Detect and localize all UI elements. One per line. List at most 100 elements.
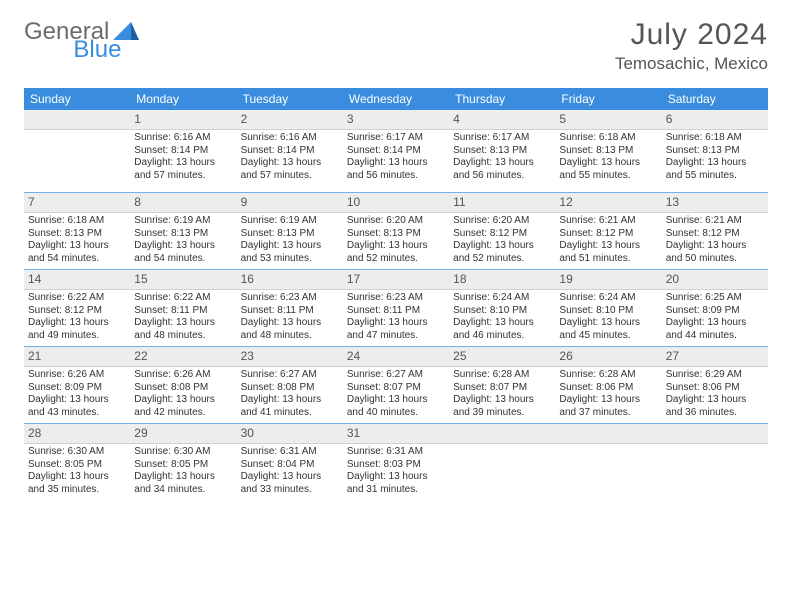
day-body: Sunrise: 6:22 AMSunset: 8:11 PMDaylight:… — [130, 290, 236, 346]
day-body: Sunrise: 6:30 AMSunset: 8:05 PMDaylight:… — [24, 444, 130, 500]
day-number: 21 — [24, 347, 130, 367]
sunset-line: Sunset: 8:12 PM — [28, 305, 126, 318]
day-body: Sunrise: 6:21 AMSunset: 8:12 PMDaylight:… — [555, 213, 661, 269]
day-header-row: SundayMondayTuesdayWednesdayThursdayFrid… — [24, 88, 768, 110]
day-header: Saturday — [662, 88, 768, 110]
sunset-line: Sunset: 8:12 PM — [559, 228, 657, 241]
day-header: Friday — [555, 88, 661, 110]
daylight-line: Daylight: 13 hours and 44 minutes. — [666, 317, 764, 342]
daylight-line: Daylight: 13 hours and 39 minutes. — [453, 394, 551, 419]
daylight-line: Daylight: 13 hours and 48 minutes. — [134, 317, 232, 342]
calendar-cell: 26Sunrise: 6:28 AMSunset: 8:06 PMDayligh… — [555, 347, 661, 423]
day-number: 4 — [449, 110, 555, 130]
sunrise-line: Sunrise: 6:24 AM — [453, 292, 551, 305]
daylight-line: Daylight: 13 hours and 54 minutes. — [28, 240, 126, 265]
calendar-cell: 1Sunrise: 6:16 AMSunset: 8:14 PMDaylight… — [130, 110, 236, 192]
sunrise-line: Sunrise: 6:26 AM — [28, 369, 126, 382]
day-body — [24, 130, 130, 192]
calendar-cell: 24Sunrise: 6:27 AMSunset: 8:07 PMDayligh… — [343, 347, 449, 423]
day-body — [555, 444, 661, 506]
calendar-cell — [555, 424, 661, 506]
sunset-line: Sunset: 8:07 PM — [453, 382, 551, 395]
sunset-line: Sunset: 8:14 PM — [347, 145, 445, 158]
day-body: Sunrise: 6:27 AMSunset: 8:08 PMDaylight:… — [237, 367, 343, 423]
sunset-line: Sunset: 8:13 PM — [28, 228, 126, 241]
logo-text-blue: Blue — [73, 36, 121, 64]
header: General Blue July 2024 Temosachic, Mexic… — [24, 18, 768, 74]
calendar-cell: 3Sunrise: 6:17 AMSunset: 8:14 PMDaylight… — [343, 110, 449, 192]
sunset-line: Sunset: 8:04 PM — [241, 459, 339, 472]
daylight-line: Daylight: 13 hours and 49 minutes. — [28, 317, 126, 342]
sunset-line: Sunset: 8:13 PM — [134, 228, 232, 241]
day-body — [449, 444, 555, 506]
calendar-cell: 4Sunrise: 6:17 AMSunset: 8:13 PMDaylight… — [449, 110, 555, 192]
sunrise-line: Sunrise: 6:21 AM — [666, 215, 764, 228]
day-number: 12 — [555, 193, 661, 213]
calendar-cell — [662, 424, 768, 506]
calendar-cell: 8Sunrise: 6:19 AMSunset: 8:13 PMDaylight… — [130, 193, 236, 269]
calendar-cell: 16Sunrise: 6:23 AMSunset: 8:11 PMDayligh… — [237, 270, 343, 346]
calendar-cell: 21Sunrise: 6:26 AMSunset: 8:09 PMDayligh… — [24, 347, 130, 423]
day-body: Sunrise: 6:29 AMSunset: 8:06 PMDaylight:… — [662, 367, 768, 423]
day-number: 23 — [237, 347, 343, 367]
sunrise-line: Sunrise: 6:17 AM — [347, 132, 445, 145]
day-body: Sunrise: 6:26 AMSunset: 8:08 PMDaylight:… — [130, 367, 236, 423]
day-number: 28 — [24, 424, 130, 444]
daylight-line: Daylight: 13 hours and 35 minutes. — [28, 471, 126, 496]
sunset-line: Sunset: 8:13 PM — [241, 228, 339, 241]
logo: General Blue — [24, 18, 191, 46]
day-number: 17 — [343, 270, 449, 290]
day-body: Sunrise: 6:27 AMSunset: 8:07 PMDaylight:… — [343, 367, 449, 423]
calendar-week: 21Sunrise: 6:26 AMSunset: 8:09 PMDayligh… — [24, 347, 768, 423]
sunrise-line: Sunrise: 6:30 AM — [28, 446, 126, 459]
calendar-week: 28Sunrise: 6:30 AMSunset: 8:05 PMDayligh… — [24, 424, 768, 506]
calendar-cell: 10Sunrise: 6:20 AMSunset: 8:13 PMDayligh… — [343, 193, 449, 269]
daylight-line: Daylight: 13 hours and 57 minutes. — [134, 157, 232, 182]
day-number: 22 — [130, 347, 236, 367]
daylight-line: Daylight: 13 hours and 31 minutes. — [347, 471, 445, 496]
sunrise-line: Sunrise: 6:30 AM — [134, 446, 232, 459]
location: Temosachic, Mexico — [615, 54, 768, 74]
daylight-line: Daylight: 13 hours and 42 minutes. — [134, 394, 232, 419]
day-body: Sunrise: 6:28 AMSunset: 8:06 PMDaylight:… — [555, 367, 661, 423]
sunrise-line: Sunrise: 6:25 AM — [666, 292, 764, 305]
sunset-line: Sunset: 8:11 PM — [134, 305, 232, 318]
calendar-cell: 25Sunrise: 6:28 AMSunset: 8:07 PMDayligh… — [449, 347, 555, 423]
week-separator — [24, 192, 768, 193]
sunrise-line: Sunrise: 6:26 AM — [134, 369, 232, 382]
day-number: 30 — [237, 424, 343, 444]
sunrise-line: Sunrise: 6:27 AM — [241, 369, 339, 382]
daylight-line: Daylight: 13 hours and 55 minutes. — [559, 157, 657, 182]
day-number — [449, 424, 555, 444]
day-body: Sunrise: 6:23 AMSunset: 8:11 PMDaylight:… — [237, 290, 343, 346]
sunrise-line: Sunrise: 6:18 AM — [28, 215, 126, 228]
day-number — [662, 424, 768, 444]
sunset-line: Sunset: 8:13 PM — [666, 145, 764, 158]
sunset-line: Sunset: 8:06 PM — [666, 382, 764, 395]
daylight-line: Daylight: 13 hours and 34 minutes. — [134, 471, 232, 496]
sunrise-line: Sunrise: 6:16 AM — [134, 132, 232, 145]
daylight-line: Daylight: 13 hours and 33 minutes. — [241, 471, 339, 496]
sunset-line: Sunset: 8:12 PM — [666, 228, 764, 241]
sunrise-line: Sunrise: 6:19 AM — [134, 215, 232, 228]
sunset-line: Sunset: 8:12 PM — [453, 228, 551, 241]
week-separator — [24, 346, 768, 347]
calendar-cell: 6Sunrise: 6:18 AMSunset: 8:13 PMDaylight… — [662, 110, 768, 192]
sunrise-line: Sunrise: 6:28 AM — [453, 369, 551, 382]
day-body: Sunrise: 6:20 AMSunset: 8:12 PMDaylight:… — [449, 213, 555, 269]
sunset-line: Sunset: 8:13 PM — [453, 145, 551, 158]
day-header: Sunday — [24, 88, 130, 110]
daylight-line: Daylight: 13 hours and 55 minutes. — [666, 157, 764, 182]
day-number: 13 — [662, 193, 768, 213]
daylight-line: Daylight: 13 hours and 53 minutes. — [241, 240, 339, 265]
day-body: Sunrise: 6:22 AMSunset: 8:12 PMDaylight:… — [24, 290, 130, 346]
sunrise-line: Sunrise: 6:28 AM — [559, 369, 657, 382]
day-body: Sunrise: 6:24 AMSunset: 8:10 PMDaylight:… — [449, 290, 555, 346]
calendar-week: 7Sunrise: 6:18 AMSunset: 8:13 PMDaylight… — [24, 193, 768, 269]
sunset-line: Sunset: 8:14 PM — [241, 145, 339, 158]
day-body: Sunrise: 6:31 AMSunset: 8:04 PMDaylight:… — [237, 444, 343, 500]
sunset-line: Sunset: 8:13 PM — [559, 145, 657, 158]
calendar-cell: 18Sunrise: 6:24 AMSunset: 8:10 PMDayligh… — [449, 270, 555, 346]
sunrise-line: Sunrise: 6:23 AM — [347, 292, 445, 305]
daylight-line: Daylight: 13 hours and 46 minutes. — [453, 317, 551, 342]
